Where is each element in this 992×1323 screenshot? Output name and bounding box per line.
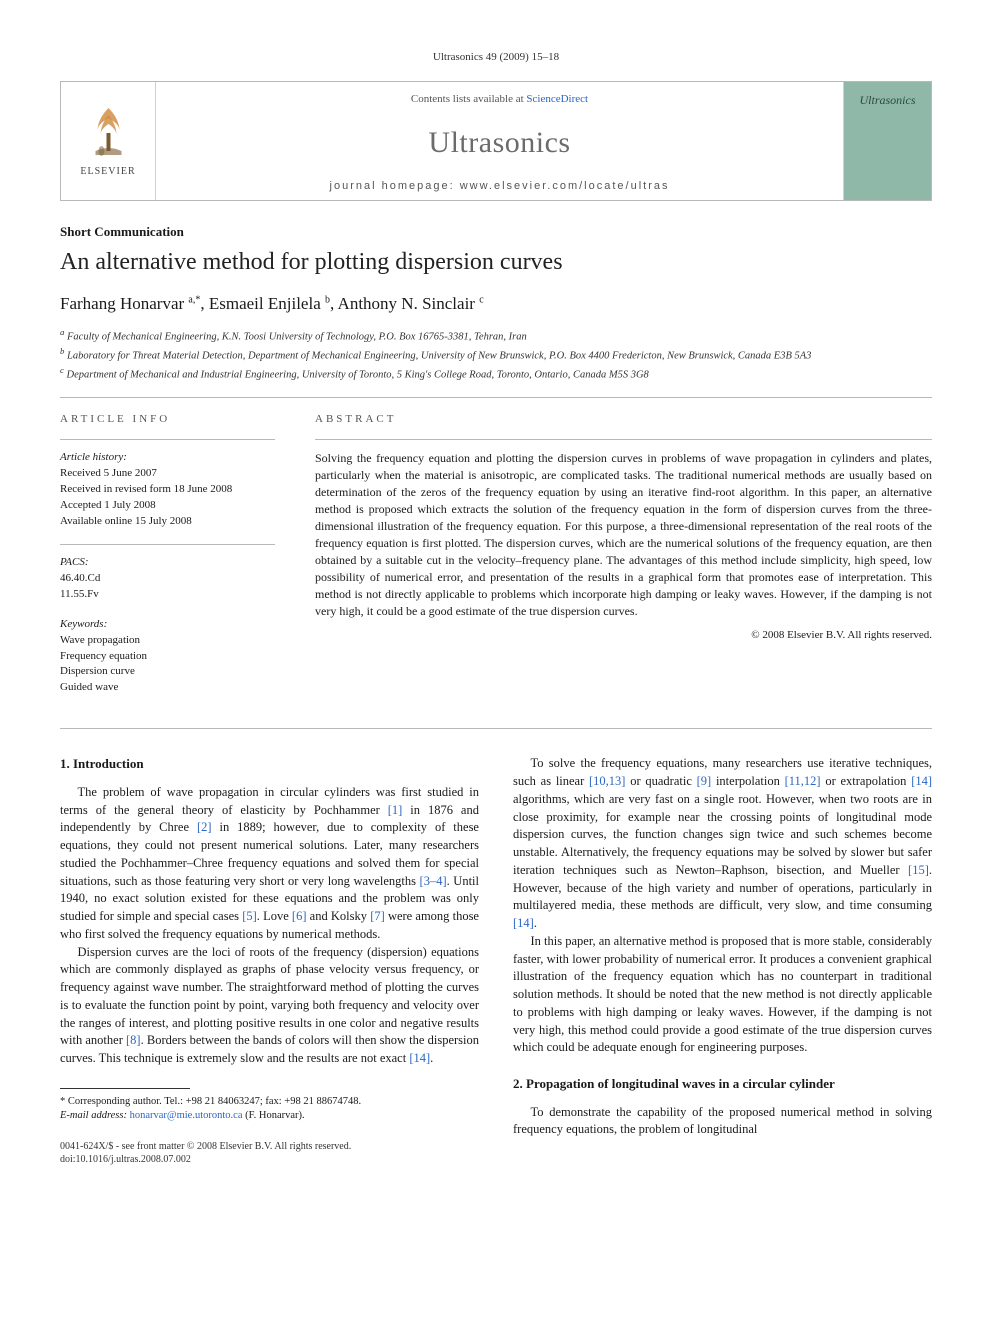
- publisher-logo-cell: ELSEVIER: [61, 82, 156, 200]
- meta-row: ARTICLE INFO Article history: Received 5…: [60, 412, 932, 710]
- pacs-block: PACS: 46.40.Cd 11.55.Fv: [60, 555, 275, 603]
- abstract-rule: [315, 439, 932, 440]
- contents-line: Contents lists available at ScienceDirec…: [411, 92, 588, 107]
- keyword: Frequency equation: [60, 649, 275, 665]
- corr-line: * Corresponding author. Tel.: +98 21 840…: [60, 1095, 479, 1110]
- abstract-heading: ABSTRACT: [315, 412, 932, 427]
- info-rule: [60, 544, 275, 545]
- front-matter-line: 0041-624X/$ - see front matter © 2008 El…: [60, 1140, 479, 1153]
- pacs-code: 46.40.Cd: [60, 571, 275, 587]
- history-line: Available online 15 July 2008: [60, 514, 275, 530]
- sciencedirect-link[interactable]: ScienceDirect: [526, 93, 588, 105]
- history-line: Received in revised form 18 June 2008: [60, 482, 275, 498]
- article-info-col: ARTICLE INFO Article history: Received 5…: [60, 412, 275, 710]
- paragraph: In this paper, an alternative method is …: [513, 933, 932, 1057]
- journal-header: ELSEVIER Contents lists available at Sci…: [60, 81, 932, 201]
- cover-text: Ultrasonics: [859, 92, 915, 108]
- doi-line: doi:10.1016/j.ultras.2008.07.002: [60, 1153, 479, 1166]
- keyword: Guided wave: [60, 680, 275, 696]
- footnote-rule: [60, 1088, 190, 1089]
- abstract-copyright: © 2008 Elsevier B.V. All rights reserved…: [315, 628, 932, 643]
- history-label: Article history:: [60, 450, 275, 466]
- journal-name: Ultrasonics: [428, 123, 570, 164]
- keywords-block: Keywords: Wave propagation Frequency equ…: [60, 617, 275, 697]
- keyword: Dispersion curve: [60, 664, 275, 680]
- article-type: Short Communication: [60, 223, 932, 241]
- body-columns: 1. Introduction The problem of wave prop…: [60, 755, 932, 1166]
- email-link[interactable]: honarvar@mie.utoronto.ca: [130, 1110, 243, 1121]
- corresponding-footnote: * Corresponding author. Tel.: +98 21 840…: [60, 1095, 479, 1124]
- running-head: Ultrasonics 49 (2009) 15–18: [60, 50, 932, 65]
- column-left: 1. Introduction The problem of wave prop…: [60, 755, 479, 1166]
- paragraph: The problem of wave propagation in circu…: [60, 784, 479, 944]
- column-right: To solve the frequency equations, many r…: [513, 755, 932, 1166]
- article-title: An alternative method for plotting dispe…: [60, 246, 932, 278]
- paragraph: To solve the frequency equations, many r…: [513, 755, 932, 933]
- header-center: Contents lists available at ScienceDirec…: [156, 82, 843, 200]
- rule-bottom: [60, 728, 932, 729]
- journal-cover-thumb: Ultrasonics: [843, 82, 931, 200]
- affiliations: a Faculty of Mechanical Engineering, K.N…: [60, 326, 932, 384]
- info-rule: [60, 439, 275, 440]
- publisher-name: ELSEVIER: [80, 165, 135, 179]
- contents-prefix: Contents lists available at: [411, 93, 526, 105]
- article-info-heading: ARTICLE INFO: [60, 412, 275, 427]
- paragraph: Dispersion curves are the loci of roots …: [60, 944, 479, 1068]
- pacs-label: PACS:: [60, 555, 275, 571]
- keyword: Wave propagation: [60, 633, 275, 649]
- keywords-label: Keywords:: [60, 617, 275, 633]
- journal-homepage: journal homepage: www.elsevier.com/locat…: [330, 179, 670, 194]
- section-heading-1: 1. Introduction: [60, 755, 479, 773]
- section-heading-2: 2. Propagation of longitudinal waves in …: [513, 1075, 932, 1093]
- history-line: Accepted 1 July 2008: [60, 498, 275, 514]
- history-line: Received 5 June 2007: [60, 466, 275, 482]
- doi-block: 0041-624X/$ - see front matter © 2008 El…: [60, 1140, 479, 1166]
- authors-line: Farhang Honarvar a,*, Esmaeil Enjilela b…: [60, 293, 932, 316]
- abstract-body: Solving the frequency equation and plott…: [315, 450, 932, 620]
- page-root: Ultrasonics 49 (2009) 15–18 ELSEVIER Con…: [0, 0, 992, 1206]
- rule-top: [60, 397, 932, 398]
- email-label: E-mail address:: [60, 1110, 127, 1121]
- pacs-code: 11.55.Fv: [60, 587, 275, 603]
- elsevier-tree-icon: [81, 103, 136, 163]
- article-history: Article history: Received 5 June 2007 Re…: [60, 450, 275, 530]
- email-of: (F. Honarvar).: [245, 1110, 305, 1121]
- paragraph: To demonstrate the capability of the pro…: [513, 1104, 932, 1140]
- abstract-col: ABSTRACT Solving the frequency equation …: [315, 412, 932, 710]
- email-line: E-mail address: honarvar@mie.utoronto.ca…: [60, 1109, 479, 1124]
